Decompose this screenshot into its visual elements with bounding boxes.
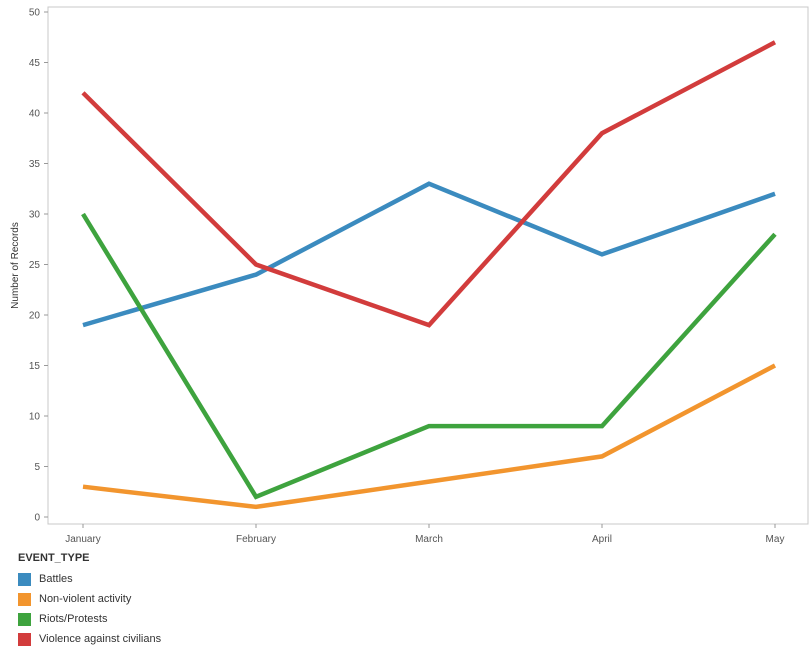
y-axis-ticks: 0 5 10 15 20 25 30 35 40 45 50: [29, 8, 48, 524]
x-tick-label: May: [766, 534, 785, 545]
legend-label: Riots/Protests: [39, 613, 108, 625]
legend-swatch: [18, 572, 31, 586]
legend-label: Non-violent activity: [39, 593, 132, 605]
y-tick-label: 15: [29, 361, 41, 372]
series-line-battles: [82, 181, 776, 328]
x-tick-label: April: [592, 534, 612, 545]
y-tick-label: 0: [34, 513, 40, 524]
legend-item-battles: Battles: [18, 569, 161, 589]
x-axis-ticks: January February March April May: [65, 524, 784, 545]
y-axis-label: Number of Records: [10, 222, 21, 309]
y-tick-label: 30: [29, 210, 41, 221]
series-line-non-violent-activity: [82, 363, 777, 510]
y-tick-label: 20: [29, 311, 41, 322]
y-tick-label: 5: [34, 462, 40, 473]
legend-title: EVENT_TYPE: [18, 552, 90, 564]
y-tick-label: 45: [29, 58, 41, 69]
x-tick-label: March: [415, 534, 443, 545]
legend-item-non-violent-activity: Non-violent activity: [18, 589, 161, 609]
chart-axes: [47, 6, 809, 525]
y-tick-label: 50: [29, 8, 41, 19]
legend: EVENT_TYPE Battles Non-violent activity Ri…: [18, 552, 161, 649]
legend-swatch: [18, 592, 31, 606]
line-chart: 0 5 10 15 20 25 30 35 40 45 50 January February Marc…: [10, 6, 809, 545]
y-tick-label: 25: [29, 260, 41, 271]
x-tick-label: January: [65, 534, 101, 545]
legend-items: Battles Non-violent activity Riots/Protest…: [18, 569, 161, 649]
y-tick-label: 10: [29, 412, 41, 423]
series-line-violence-against-civilians: [81, 40, 777, 328]
legend-label: Violence against civilians: [39, 633, 162, 645]
legend-item-violence-against-civilians: Violence against civilians: [18, 629, 161, 649]
legend-swatch: [18, 632, 31, 646]
y-tick-label: 35: [29, 159, 41, 170]
series-lines: [81, 40, 777, 510]
y-tick-label: 40: [29, 109, 41, 120]
legend-label: Battles: [39, 573, 73, 585]
legend-item-riots-protests: Riots/Protests: [18, 609, 161, 629]
x-tick-label: February: [236, 534, 276, 545]
legend-swatch: [18, 612, 31, 626]
plot-frame: [47, 6, 809, 525]
series-line-riots-protests: [81, 212, 777, 500]
